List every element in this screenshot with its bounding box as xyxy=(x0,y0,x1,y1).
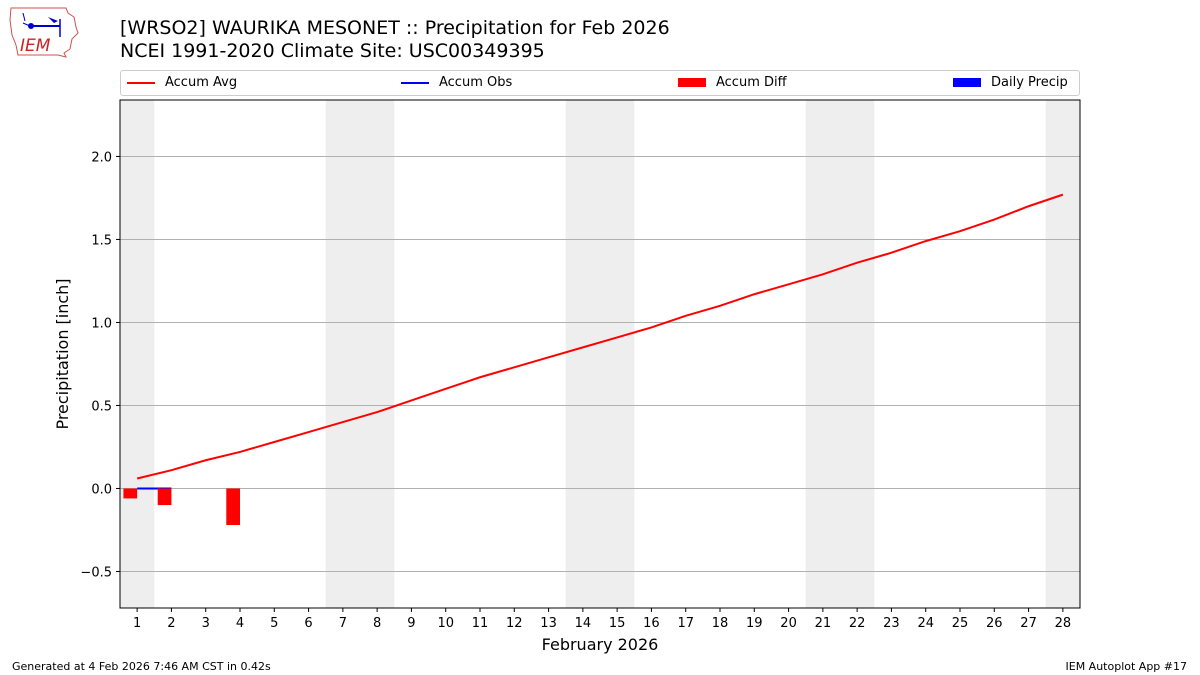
y-tick-label: 0.0 xyxy=(91,482,112,497)
legend-swatch xyxy=(678,78,706,87)
x-tick-label: 25 xyxy=(952,616,969,631)
legend-label: Accum Obs xyxy=(439,75,513,90)
legend-label: Accum Diff xyxy=(716,75,787,90)
bar-accum-diff xyxy=(157,488,172,506)
x-tick-label: 9 xyxy=(407,616,415,631)
legend-item-daily-precip: Daily Precip xyxy=(953,75,1068,90)
x-tick-label: 8 xyxy=(373,616,381,631)
x-tick-label: 19 xyxy=(746,616,763,631)
weekend-shade xyxy=(120,100,155,608)
x-tick-label: 13 xyxy=(540,616,557,631)
weekend-shade xyxy=(565,100,635,608)
x-tick-label: 18 xyxy=(712,616,729,631)
chart-subtitle: NCEI 1991-2020 Climate Site: USC00349395 xyxy=(120,40,545,62)
weekend-shade xyxy=(1045,100,1080,608)
x-tick-label: 27 xyxy=(1020,616,1037,631)
x-tick-label: 7 xyxy=(339,616,347,631)
legend-swatch xyxy=(127,81,155,84)
footer-generated: Generated at 4 Feb 2026 7:46 AM CST in 0… xyxy=(12,660,271,673)
legend-swatch xyxy=(401,81,429,84)
legend: Accum Avg Accum Obs Accum Diff Daily Pre… xyxy=(120,70,1080,96)
x-axis-label: February 2026 xyxy=(542,635,659,654)
iem-logo: IEM xyxy=(9,7,79,58)
x-tick-label: 24 xyxy=(917,616,934,631)
footer-app: IEM Autoplot App #17 xyxy=(1065,660,1188,673)
plot-frame xyxy=(119,99,1081,609)
bar-accum-diff xyxy=(123,488,138,499)
x-tick-label: 6 xyxy=(304,616,312,631)
line-accum-avg xyxy=(136,193,1064,480)
x-tick-label: 12 xyxy=(506,616,523,631)
legend-label: Daily Precip xyxy=(991,75,1068,90)
x-tick-label: 21 xyxy=(815,616,832,631)
legend-label: Accum Avg xyxy=(165,75,238,90)
x-tick-label: 5 xyxy=(270,616,278,631)
legend-item-accum-avg: Accum Avg xyxy=(127,75,237,90)
x-tick-label: 1 xyxy=(133,616,141,631)
x-tick-label: 11 xyxy=(472,616,489,631)
y-tick-label: 1.5 xyxy=(91,233,112,248)
x-tick-label: 15 xyxy=(609,616,626,631)
plot-area xyxy=(120,100,1080,608)
logo-text: IEM xyxy=(20,36,51,56)
legend-swatch xyxy=(953,78,981,87)
x-tick-label: 16 xyxy=(643,616,660,631)
x-tick-label: 4 xyxy=(236,616,244,631)
y-axis-label: Precipitation [inch] xyxy=(53,278,72,429)
x-tick-label: 14 xyxy=(575,616,592,631)
x-tick-label: 2 xyxy=(167,616,175,631)
bar-accum-diff xyxy=(226,488,240,525)
legend-item-accum-diff: Accum Diff xyxy=(678,75,787,90)
x-tick-label: 22 xyxy=(849,616,866,631)
x-tick-label: 17 xyxy=(677,616,694,631)
y-tick-label: 1.0 xyxy=(91,316,112,331)
legend-item-accum-obs: Accum Obs xyxy=(401,75,512,90)
x-tick-label: 3 xyxy=(202,616,210,631)
weekend-shade xyxy=(805,100,875,608)
x-tick-label: 10 xyxy=(437,616,454,631)
x-tick-label: 26 xyxy=(986,616,1003,631)
x-tick-label: 23 xyxy=(883,616,900,631)
chart-title: [WRSO2] WAURIKA MESONET :: Precipitation… xyxy=(120,17,670,39)
y-tick-label: 2.0 xyxy=(91,150,112,165)
weekend-shade xyxy=(325,100,395,608)
y-tick-label: 0.5 xyxy=(91,399,112,414)
x-tick-label: 20 xyxy=(780,616,797,631)
x-tick-label: 28 xyxy=(1055,616,1072,631)
y-tick-label: −0.5 xyxy=(80,565,112,580)
